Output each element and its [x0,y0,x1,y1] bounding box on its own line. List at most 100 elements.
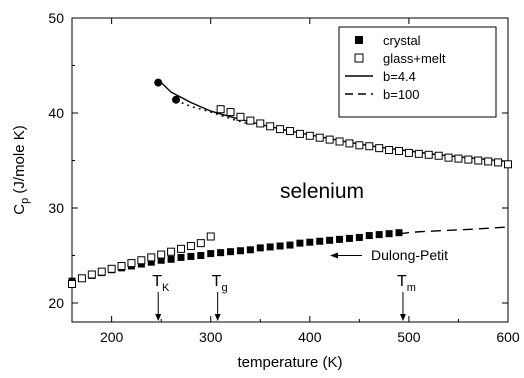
glass-melt-point [404,148,413,157]
glass-melt-point [276,125,285,134]
crystal-point [197,252,205,259]
circle-point [154,78,163,87]
crystal-point [375,231,383,239]
x-tick-label: 300 [199,329,223,345]
glass-melt-point [484,157,493,166]
legend-box [338,26,497,118]
series-line [175,99,251,126]
glass-melt-point [315,133,324,142]
crystal-point [157,256,165,264]
glass-melt-point [117,261,126,270]
glass-melt-point [137,256,146,265]
dulong-petit-arrow-head [330,252,338,259]
temperature-marker-arrow-head [399,314,406,321]
y-tick-label: 30 [48,200,64,216]
temperature-marker-label: TK [152,273,170,294]
x-tick-label: 200 [100,329,124,345]
glass-melt-point [107,264,116,273]
dulong-petit-label: Dulong-Petit [371,247,448,263]
crystal-point [266,243,274,251]
crystal-point [276,242,284,250]
glass-melt-point [226,108,235,117]
selenium-label: selenium [280,180,364,203]
crystal-point [167,255,175,263]
glass-melt-point [266,122,275,131]
glass-melt-point [77,274,86,283]
glass-melt-point [256,119,265,128]
glass-melt-point [385,146,394,155]
glass-melt-point [87,270,96,279]
crystal-point [336,235,344,243]
circle-point [172,95,181,104]
glass-melt-point [454,154,463,163]
glass-melt-point [97,267,106,276]
glass-melt-point [365,142,374,151]
crystal-point [306,238,314,246]
glass-melt-point [127,259,136,268]
glass-melt-point [325,135,334,144]
crystal-point [316,237,324,245]
crystal-point [207,250,215,258]
glass-melt-point [167,247,176,256]
temperature-marker-arrow-head [155,314,162,321]
crystal-point [395,229,403,237]
legend-label: b=100 [383,87,420,102]
glass-melt-point [424,150,433,159]
glass-melt-point [494,158,503,167]
y-axis-title: Cp (J/mole K) [11,125,31,214]
crystal-point [147,258,155,266]
glass-melt-point [216,105,225,114]
glass-melt-point [464,155,473,164]
glass-melt-point [414,149,423,158]
glass-melt-point [286,127,294,136]
glass-melt-point [68,280,76,288]
glass-melt-point [434,151,443,160]
crystal-point [246,246,254,254]
crystal-point [177,253,185,261]
legend-glass-melt-marker [354,53,364,63]
y-tick-label: 40 [48,105,64,121]
legend-crystal-marker [355,36,363,44]
crystal-point [236,247,244,255]
glass-melt-point [345,139,354,148]
glass-melt-point [147,253,156,262]
glass-melt-point [157,250,166,259]
glass-melt-point [355,141,364,150]
series-line [157,79,509,163]
x-tick-label: 500 [397,329,421,345]
legend-label: crystal [383,33,421,48]
crystal-point [385,230,393,238]
temperature-marker-label: Tg [212,273,228,294]
crystal-point [326,236,334,244]
x-tick-label: 600 [496,329,520,345]
glass-melt-point [236,112,245,121]
glass-melt-point [375,144,384,153]
crystal-point [227,248,235,256]
crystal-point [256,244,264,252]
glass-melt-point [186,242,195,250]
glass-melt-point [246,116,255,125]
temperature-marker-arrow-head [214,314,221,321]
crystal-point [355,233,363,241]
y-tick-label: 50 [48,10,64,26]
crystal-point [296,239,304,247]
crystal-point [217,249,225,257]
glass-melt-point [177,244,185,253]
crystal-point [345,234,353,242]
temperature-marker-label: Tm [397,273,416,294]
x-tick-label: 400 [298,329,322,345]
glass-melt-point [206,232,215,241]
glass-melt-point [504,160,512,169]
crystal-point [286,241,294,249]
glass-melt-point [395,147,403,155]
glass-melt-point [444,153,453,162]
crystal-point [365,232,373,240]
series-line [398,226,509,235]
crystal-point [187,252,195,260]
glass-melt-point [196,239,205,248]
legend-label: glass+melt [383,51,446,66]
plot-frame [71,17,509,323]
glass-melt-point [305,131,314,140]
